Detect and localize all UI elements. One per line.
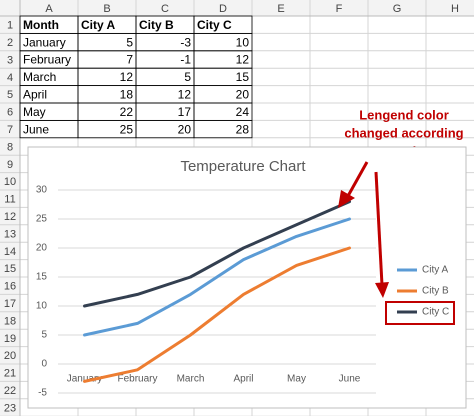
table-cell-text: 7 xyxy=(126,53,133,67)
highlight-box xyxy=(385,301,455,325)
x-tick-label: June xyxy=(339,374,361,385)
table-cell-text: 25 xyxy=(120,122,134,136)
table-cell-text: 20 xyxy=(178,122,192,136)
table-cell-text: May xyxy=(23,105,46,119)
table-cell-text: 28 xyxy=(236,122,250,136)
row-header[interactable]: 3 xyxy=(7,54,13,66)
x-tick-label: April xyxy=(233,374,253,385)
series-line xyxy=(83,200,351,308)
table-cell-text: -3 xyxy=(180,35,191,49)
legend-label: City C xyxy=(422,307,449,318)
column-header[interactable]: H xyxy=(451,3,459,15)
chart-title: Temperature Chart xyxy=(180,158,306,175)
x-tick-label: May xyxy=(287,374,306,385)
table-cell-text: 24 xyxy=(236,105,250,119)
y-tick-label: 30 xyxy=(36,185,48,196)
annotation-text: changed according xyxy=(344,125,463,140)
x-tick-label: January xyxy=(67,374,103,385)
table-cell-text: 12 xyxy=(120,70,134,84)
row-header[interactable]: 23 xyxy=(4,402,16,414)
x-tick-label: February xyxy=(117,374,157,385)
row-header[interactable]: 15 xyxy=(4,263,16,275)
table-cell-text: March xyxy=(23,70,56,84)
row-header[interactable]: 16 xyxy=(4,281,16,293)
table-cell-text: April xyxy=(23,87,47,101)
table-header: City B xyxy=(139,18,174,32)
table-cell-text: 18 xyxy=(120,87,134,101)
row-header[interactable]: 14 xyxy=(4,246,16,258)
arrow-shaft xyxy=(374,171,384,286)
arrow-shaft xyxy=(346,161,369,197)
row-header[interactable]: 7 xyxy=(7,124,13,136)
row-header[interactable]: 2 xyxy=(7,37,13,49)
column-header[interactable]: B xyxy=(103,3,110,15)
table-cell[interactable] xyxy=(193,120,253,139)
y-tick-label: 5 xyxy=(41,330,47,341)
table-cell-text: February xyxy=(23,53,71,67)
series-line xyxy=(83,217,351,337)
y-tick-label: 10 xyxy=(36,301,48,312)
row-header[interactable]: 8 xyxy=(7,141,13,153)
row-header[interactable]: 9 xyxy=(7,159,13,171)
row-header[interactable]: 5 xyxy=(7,89,13,101)
table-header: City C xyxy=(197,18,232,32)
arrow-head xyxy=(338,190,355,208)
y-tick-label: -5 xyxy=(38,388,47,399)
table-cell-text: June xyxy=(23,122,49,136)
table-cell-text: 12 xyxy=(236,53,250,67)
column-header[interactable]: A xyxy=(45,3,53,15)
row-header[interactable]: 13 xyxy=(4,228,16,240)
y-tick-label: 15 xyxy=(36,272,48,283)
row-header[interactable]: 19 xyxy=(4,333,16,345)
column-header[interactable]: C xyxy=(161,3,169,15)
column-header[interactable]: D xyxy=(219,3,227,15)
table-cell-text: 20 xyxy=(236,87,250,101)
row-header[interactable]: 11 xyxy=(4,194,15,206)
table-header: Month xyxy=(23,18,59,32)
legend-label: City A xyxy=(422,265,448,276)
row-header[interactable]: 21 xyxy=(4,368,16,380)
row-header[interactable]: 4 xyxy=(7,72,13,84)
row-header[interactable]: 22 xyxy=(4,385,16,397)
table-cell-text: 10 xyxy=(236,35,250,49)
table-cell-text: -1 xyxy=(180,53,191,67)
table-cell-text: 5 xyxy=(184,70,191,84)
column-header[interactable]: E xyxy=(277,3,284,15)
column-header[interactable]: F xyxy=(336,3,343,15)
row-header[interactable]: 6 xyxy=(7,107,13,119)
row-header[interactable]: 18 xyxy=(4,315,16,327)
series-line xyxy=(83,246,351,383)
row-header[interactable]: 10 xyxy=(4,176,16,188)
row-header[interactable]: 20 xyxy=(4,350,16,362)
table-cell-text: January xyxy=(23,35,66,49)
x-tick-label: March xyxy=(177,374,205,385)
y-tick-label: 20 xyxy=(36,243,48,254)
column-header[interactable]: G xyxy=(393,3,402,15)
table-cell-text: 22 xyxy=(120,105,134,119)
y-tick-label: 25 xyxy=(36,214,48,225)
column-header-bar xyxy=(0,0,474,16)
table-cell-text: 15 xyxy=(236,70,250,84)
legend-label: City B xyxy=(422,286,449,297)
table-cell-text: 12 xyxy=(178,87,192,101)
table-cell-text: 17 xyxy=(178,105,192,119)
annotation-text: Lengend color xyxy=(359,107,449,122)
y-tick-label: 0 xyxy=(41,359,47,370)
row-header[interactable]: 12 xyxy=(4,211,16,223)
row-header[interactable]: 1 xyxy=(7,20,13,32)
table-header: City A xyxy=(81,18,116,32)
table-cell-text: 5 xyxy=(126,35,133,49)
arrow-head xyxy=(375,282,389,298)
row-header[interactable]: 17 xyxy=(4,298,16,310)
